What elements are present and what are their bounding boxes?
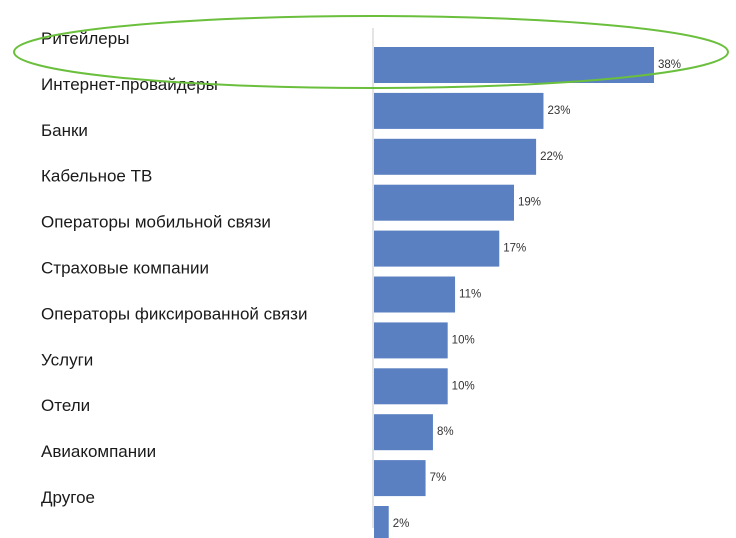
bars-layer — [374, 47, 654, 538]
category-label: Банки — [41, 121, 88, 140]
value-label: 7% — [430, 472, 447, 484]
value-label: 10% — [452, 380, 475, 392]
bar — [374, 322, 448, 359]
value-label: 10% — [452, 334, 475, 346]
bar — [374, 506, 389, 538]
bar — [374, 230, 500, 267]
bar — [374, 460, 426, 497]
value-label: 19% — [518, 197, 541, 209]
bar — [374, 47, 654, 83]
bar — [374, 184, 514, 221]
value-label: 11% — [459, 289, 481, 301]
category-label: Операторы фиксированной связи — [41, 304, 307, 323]
bar — [374, 276, 456, 313]
category-label: Операторы мобильной связи — [41, 213, 271, 232]
value-label: 38% — [658, 59, 681, 71]
category-label: Отели — [41, 396, 90, 415]
value-labels: 38% 23% 22% 19% 17% 11% 10% 10% 8% 7% 2% — [393, 59, 681, 530]
category-label: Ритейлеры — [41, 29, 129, 48]
highlight-ellipse — [13, 15, 729, 89]
highlight-layer — [13, 15, 729, 89]
value-label: 17% — [503, 243, 526, 255]
bar — [374, 138, 537, 175]
bar — [374, 414, 433, 451]
value-label: 22% — [540, 151, 563, 163]
value-label: 8% — [437, 426, 454, 438]
category-label: Авиакомпании — [41, 442, 156, 461]
value-label: 23% — [547, 105, 570, 117]
bar — [374, 92, 544, 129]
category-label: Интернет-провайдеры — [41, 75, 218, 94]
bar — [374, 368, 448, 405]
category-label: Кабельное ТВ — [41, 167, 152, 186]
category-label: Страховые компании — [41, 259, 209, 278]
category-labels: Ритейлеры Интернет-провайдеры Банки Кабельн… — [41, 29, 307, 507]
category-label: Услуги — [41, 350, 93, 369]
category-label: Другое — [41, 488, 95, 507]
value-label: 2% — [393, 518, 410, 530]
